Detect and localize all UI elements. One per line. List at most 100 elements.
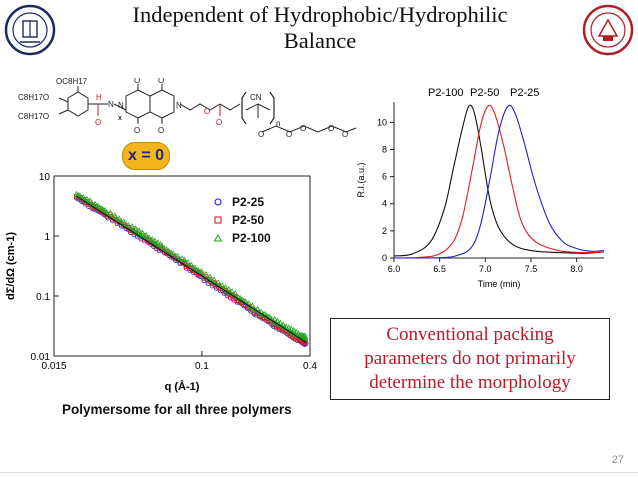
sans-point	[249, 302, 256, 308]
sans-point	[120, 218, 127, 225]
naphthalimide-ring-right	[149, 89, 175, 119]
sans-fit-line	[76, 195, 307, 343]
legend-marker-p2-25	[214, 198, 222, 206]
label-n-right: N	[176, 101, 182, 110]
sans-point	[219, 282, 226, 288]
label-o-chain3: O	[300, 124, 306, 133]
sans-ytick-label: 0.01	[31, 352, 51, 363]
sans-point	[87, 197, 94, 203]
label-h: H	[96, 93, 102, 102]
polymer-chemical-structure: OC8H17 C8H17O C8H17O H N O x N N O O O O…	[18, 78, 357, 139]
sans-point	[116, 215, 123, 221]
gpc-ticks: 6.0 6.5 7.0 7.5 8.0 0 2 4 6 8 10	[377, 117, 583, 274]
sans-point	[181, 256, 188, 263]
sans-point	[96, 204, 103, 210]
label-o-chain2: O	[286, 130, 292, 139]
naphthalimide-ring-left	[125, 89, 151, 119]
slide-title-line1: Independent of Hydrophobic/Hydrophilic	[132, 2, 508, 27]
sans-point	[170, 250, 177, 256]
gpc-ytick-label: 0	[382, 253, 387, 263]
label-o3: O	[134, 126, 140, 135]
sans-point	[211, 276, 218, 282]
legend-label-p2-25: P2-25	[232, 195, 264, 209]
sans-point	[159, 242, 166, 249]
legend-label-p2-50: P2-50	[232, 213, 264, 227]
label-o-chain4: O	[328, 124, 334, 133]
gpc-chromatogram-chart: 6.0 6.5 7.0 7.5 8.0 0 2 4 6 8 10 R.I.(a.u.) Time (…	[356, 87, 605, 289]
label-n-subscript: n	[276, 119, 280, 128]
sans-point	[147, 236, 154, 243]
gpc-label-p2-50: P2-50	[470, 87, 499, 99]
sans-ylabel: dΣ/dΩ (cm-1)	[5, 232, 17, 300]
sans-point	[129, 223, 136, 229]
gpc-xtick-label: 7.0	[479, 264, 492, 274]
sans-point	[149, 236, 156, 242]
conclusion-line-2: parameters do not primarily	[364, 348, 576, 369]
gpc-ytick-label: 2	[382, 226, 387, 236]
sans-xtick-label: 0.1	[195, 361, 209, 372]
gpc-xtick-label: 6.0	[388, 264, 401, 274]
sans-point	[191, 264, 198, 271]
legend-marker-p2-50	[214, 216, 222, 224]
sans-point	[137, 231, 144, 237]
sans-point	[302, 332, 309, 339]
label-x-subscript: x	[118, 115, 122, 122]
sans-point	[290, 327, 297, 333]
sans-point	[198, 268, 205, 274]
label-n-amide: N	[108, 100, 114, 109]
sans-xtick-label: 0.015	[41, 361, 66, 372]
conclusion-box: Conventional packing parameters do not p…	[330, 318, 610, 400]
gpc-ylabel: R.I.(a.u.)	[356, 162, 366, 197]
sans-point	[152, 237, 158, 244]
sans-point	[107, 209, 114, 215]
sans-ytick-label: 0.1	[36, 292, 50, 303]
sans-point	[97, 205, 104, 211]
sans-point	[277, 319, 284, 326]
gpc-label-p2-25: P2-25	[510, 87, 539, 99]
sans-point	[188, 261, 195, 268]
gpc-xlabel: Time (min)	[478, 279, 521, 289]
sans-plot-frame	[53, 175, 311, 357]
sans-point	[76, 192, 83, 198]
sans-point	[127, 224, 134, 231]
sans-ytick-label: 10	[39, 172, 51, 183]
sans-point	[174, 252, 181, 259]
gpc-xtick-label: 8.0	[570, 264, 583, 274]
sans-point	[232, 290, 239, 296]
legend-label-p2-100: P2-100	[232, 231, 271, 245]
sans-point	[301, 335, 308, 342]
gpc-series-lines	[393, 104, 605, 259]
sans-point	[285, 324, 292, 330]
label-cn: CN	[250, 93, 262, 102]
conclusion-line-3: determine the morphology	[369, 372, 571, 393]
sans-point	[225, 286, 232, 292]
sans-point	[83, 195, 90, 202]
gpc-line-p2-50	[393, 104, 605, 259]
sans-point	[288, 325, 295, 332]
sans-point	[222, 284, 229, 290]
gpc-ytick-label: 10	[377, 117, 387, 127]
sans-point	[125, 221, 132, 228]
sans-point	[207, 273, 214, 280]
sans-ticks: 0.015 0.1 0.4 0.01 0.1 1 10	[31, 172, 318, 372]
sans-xtick-label: 0.4	[303, 361, 317, 372]
sans-point	[143, 232, 150, 238]
x-equals-zero-badge: x = 0	[122, 142, 170, 170]
sans-point	[271, 315, 278, 322]
sans-point	[154, 239, 161, 245]
sans-point	[163, 246, 170, 252]
sans-point	[185, 259, 191, 265]
sans-point	[165, 247, 172, 254]
sans-point	[215, 279, 222, 285]
label-o-amide: O	[95, 118, 101, 127]
sans-point	[150, 239, 157, 245]
sans-point	[136, 227, 143, 233]
label-c8h17o-low: C8H17O	[18, 112, 49, 121]
gpc-ytick-label: 6	[382, 172, 387, 182]
gpc-ytick-label: 4	[382, 199, 387, 209]
label-o4: O	[158, 126, 164, 135]
sans-point	[203, 270, 209, 277]
sans-point	[179, 255, 186, 261]
sans-point	[274, 317, 281, 324]
sans-point	[293, 328, 299, 335]
